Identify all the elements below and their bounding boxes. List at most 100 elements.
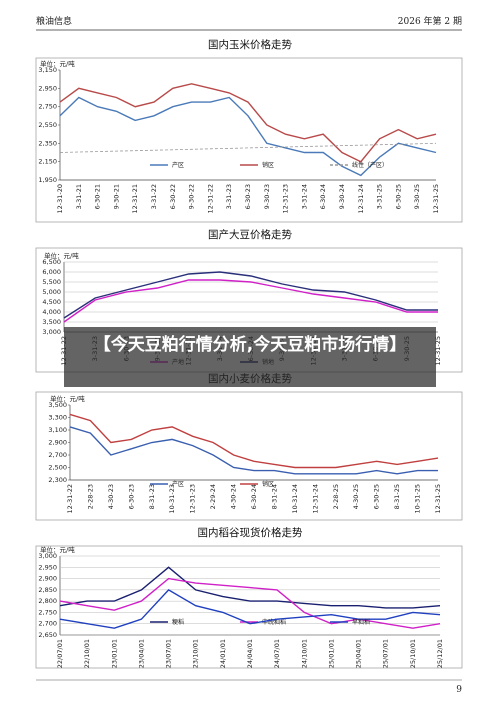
y-tick-label: 2,900	[38, 575, 57, 583]
legend-label: 产区	[172, 161, 184, 169]
x-tick-label: 8-31-24	[270, 484, 278, 509]
x-tick-label: 6-30-21	[94, 184, 102, 209]
unit-label: 单位：元/吨	[40, 545, 75, 554]
x-tick-label: 23/10/01	[192, 639, 200, 668]
x-tick-label: 3-31-24	[300, 184, 308, 209]
x-tick-label: 9-30-21	[112, 184, 120, 209]
unit-label: 单位：元/吨	[50, 394, 85, 403]
x-tick-label: 6-30-23	[127, 484, 135, 509]
y-tick-label: 2,900	[48, 439, 67, 447]
x-tick-label: 10-31-23	[168, 484, 176, 514]
x-tick-label: 2-28-25	[332, 484, 340, 509]
data-line	[63, 279, 438, 323]
x-tick-label: 23/01/01	[110, 639, 118, 668]
x-tick-label: 6-30-23	[244, 184, 252, 209]
legend-label: 早籼稻	[352, 618, 370, 626]
x-tick-label: 4-30-24	[230, 484, 238, 509]
data-line	[59, 577, 441, 629]
chart-frame	[35, 545, 463, 669]
chart-title: 国内玉米价格走势	[208, 38, 292, 51]
y-tick-label: 2,350	[38, 139, 57, 147]
y-tick-label: 2,300	[48, 476, 67, 484]
y-tick-label: 2,850	[38, 586, 57, 594]
data-line	[63, 271, 438, 319]
y-tick-label: 4,000	[42, 308, 61, 316]
x-tick-label: 12-31-20	[56, 184, 64, 214]
header-right: 2026 年第 2 期	[398, 15, 462, 27]
chart-title: 国产大豆价格走势	[208, 228, 292, 241]
y-tick-label: 6,500	[42, 258, 61, 266]
y-tick-label: 3,500	[48, 401, 67, 409]
x-tick-label: 25/04/01	[355, 639, 363, 668]
y-tick-label: 2,950	[38, 563, 57, 571]
x-tick-label: 3-31-23	[225, 184, 233, 209]
x-tick-label: 3-31-25	[376, 184, 384, 209]
x-tick-label: 12-31-24	[311, 484, 319, 514]
x-tick-label: 10-31-24	[291, 484, 299, 514]
x-tick-label: 9-30-25	[413, 184, 421, 209]
chart-frame	[35, 391, 463, 521]
x-tick-label: 9-30-23	[263, 184, 271, 209]
y-tick-label: 4,500	[42, 298, 61, 306]
x-tick-label: 12-31-21	[131, 184, 139, 214]
y-tick-label: 1,950	[38, 176, 57, 184]
x-tick-label: 6-30-24	[250, 484, 258, 509]
y-tick-label: 3,000	[42, 328, 61, 336]
x-tick-label: 12-31-23	[282, 184, 290, 214]
legend-label: 销区	[262, 480, 274, 488]
x-tick-label: 22/10/01	[83, 639, 91, 668]
x-tick-label: 3-31-22	[150, 184, 158, 209]
x-tick-label: 6-30-22	[169, 184, 177, 209]
legend-label: 粳稻	[172, 618, 184, 626]
x-tick-label: 6-30-24	[319, 184, 327, 209]
legend-label: 产区	[172, 480, 184, 488]
x-tick-label: 4-30-25	[352, 484, 360, 509]
y-tick-label: 2,750	[38, 608, 57, 616]
x-tick-label: 24/04/01	[246, 639, 254, 668]
x-tick-label: 6-30-25	[394, 184, 402, 209]
x-tick-label: 24/01/01	[219, 639, 227, 668]
x-tick-label: 10-31-25	[414, 484, 422, 514]
x-tick-label: 9-30-24	[338, 184, 346, 209]
x-tick-label: 12-31-22	[66, 484, 74, 514]
data-line	[59, 83, 437, 163]
y-tick-label: 2,150	[38, 158, 57, 166]
legend-label: 销区	[262, 161, 274, 169]
banner-bg	[64, 327, 436, 387]
x-tick-label: 12-31-23	[189, 484, 197, 514]
y-tick-label: 3,150	[38, 66, 57, 74]
x-tick-label: 24/10/01	[300, 639, 308, 668]
x-tick-label: 12-31-24	[357, 184, 365, 214]
y-tick-label: 2,950	[38, 84, 57, 92]
y-tick-label: 2,550	[38, 121, 57, 129]
x-tick-label: 24/07/01	[273, 639, 281, 668]
data-line	[69, 426, 438, 475]
y-tick-label: 5,500	[42, 278, 61, 286]
page-number: 9	[456, 685, 462, 695]
y-tick-label: 2,750	[38, 103, 57, 111]
header-left: 粮油信息	[36, 15, 72, 27]
y-tick-label: 2,650	[38, 631, 57, 639]
y-tick-label: 2,700	[48, 451, 67, 459]
y-tick-label: 3,500	[42, 318, 61, 326]
y-tick-label: 6,000	[42, 268, 61, 276]
x-tick-label: 4-30-23	[107, 484, 115, 509]
x-tick-label: 25/12/01	[436, 639, 444, 668]
x-tick-label: 2-29-24	[209, 484, 217, 509]
legend-label: 线性（产区）	[352, 161, 388, 169]
y-tick-label: 3,000	[38, 552, 57, 560]
y-tick-label: 3,300	[48, 414, 67, 422]
y-tick-label: 2,800	[38, 597, 57, 605]
y-tick-label: 5,000	[42, 288, 61, 296]
x-tick-label: 23/07/01	[165, 639, 173, 668]
unit-label: 单位：元/吨	[40, 59, 75, 68]
data-line	[69, 413, 439, 469]
x-tick-label: 6-30-25	[373, 484, 381, 509]
x-tick-label: 23/04/01	[137, 639, 145, 668]
x-tick-label: 9-30-22	[188, 184, 196, 209]
y-tick-label: 2,500	[48, 464, 67, 472]
x-tick-label: 3-31-21	[75, 184, 83, 209]
x-tick-label: 12-31-25	[434, 336, 442, 366]
